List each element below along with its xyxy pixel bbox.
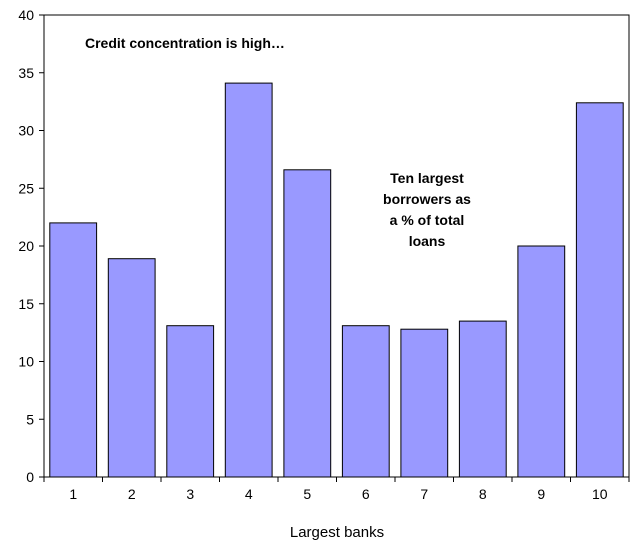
- x-tick-label: 5: [303, 486, 311, 502]
- annotation-line-3: a % of total: [390, 212, 465, 228]
- y-tick-label: 0: [26, 469, 34, 485]
- bars-group: [49, 82, 624, 478]
- bar-7: [400, 328, 449, 478]
- y-tick-label: 5: [26, 411, 34, 427]
- annotation-headline: Credit concentration is high…: [85, 35, 285, 51]
- x-tick-label: 9: [537, 486, 545, 502]
- plot-frame: [43, 14, 630, 478]
- y-tick-label: 30: [18, 123, 34, 139]
- bar-2: [107, 258, 156, 478]
- x-tick-label: 4: [245, 486, 253, 502]
- bar-4: [224, 82, 273, 478]
- y-tick-label: 35: [18, 65, 34, 81]
- x-axis-title: Largest banks: [290, 524, 384, 541]
- y-tick-label: 40: [18, 7, 34, 23]
- x-tick-label: 8: [479, 486, 487, 502]
- x-tick-label: 1: [69, 486, 77, 502]
- bar-10: [575, 102, 624, 478]
- y-axis-ticks: 0 5 10 15 20 25 30 35 40: [18, 7, 44, 485]
- annotation-line-4: loans: [409, 233, 446, 249]
- x-axis-ticks: 1 2 3 4 5 6 7 8 9 10: [43, 477, 630, 502]
- bar-6: [341, 325, 390, 478]
- y-tick-label: 20: [18, 238, 34, 254]
- y-tick-label: 10: [18, 354, 34, 370]
- x-tick-label: 10: [592, 486, 608, 502]
- bar-3: [166, 325, 215, 478]
- x-tick-label: 6: [362, 486, 370, 502]
- x-tick-label: 2: [128, 486, 136, 502]
- annotation-line-1: Ten largest: [390, 170, 464, 186]
- bar-5: [283, 169, 332, 478]
- bar-1: [49, 222, 98, 478]
- bar-9: [517, 245, 566, 478]
- bar-8: [458, 320, 507, 478]
- annotation-line-2: borrowers as: [383, 191, 471, 207]
- x-tick-label: 7: [420, 486, 428, 502]
- y-tick-label: 25: [18, 180, 34, 196]
- x-tick-label: 3: [186, 486, 194, 502]
- y-tick-label: 15: [18, 296, 34, 312]
